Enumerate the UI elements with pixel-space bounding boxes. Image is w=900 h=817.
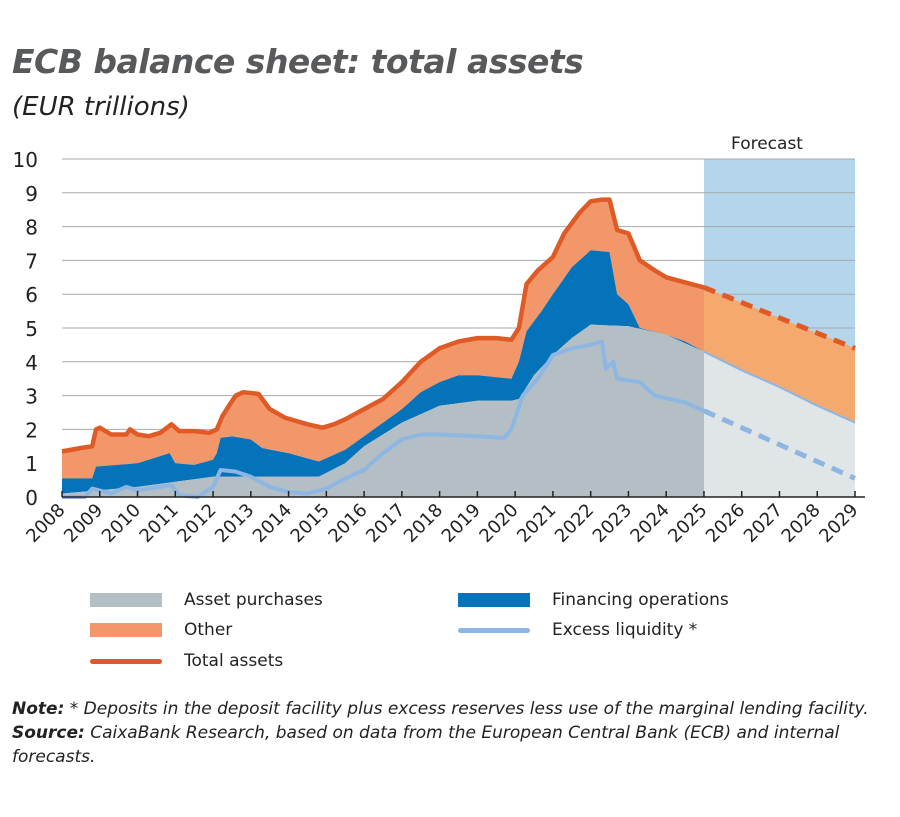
y-tick-label: 0: [25, 486, 38, 510]
x-tick-label: 2028: [778, 500, 825, 547]
area-other: [62, 199, 704, 479]
y-tick-label: 1: [25, 452, 38, 476]
line-excess-liquidity-forecast: [702, 408, 857, 481]
line-excess-liquidity: [62, 339, 705, 499]
x-tick-label: 2029: [815, 500, 862, 547]
x-tick-label: 2013: [211, 500, 258, 547]
x-tick-label: 2016: [324, 500, 371, 547]
y-tick-label: 7: [25, 249, 38, 273]
x-tick-label: 2025: [664, 500, 711, 547]
x-tick-label: 2017: [362, 500, 409, 547]
y-tick-label: 8: [25, 216, 38, 240]
y-tick-label: 5: [25, 317, 38, 341]
legend-total-assets: Total assets: [90, 651, 283, 671]
asset-purchases-forecast-edge: [703, 350, 856, 424]
legend-label: Excess liquidity *: [552, 620, 698, 640]
x-tick-label: 2021: [513, 500, 560, 547]
x-tick-label: 2011: [136, 500, 183, 547]
x-tick-label: 2023: [589, 500, 636, 547]
legend-excess-liquidity: Excess liquidity *: [458, 620, 697, 640]
x-tick-label: 2014: [249, 500, 296, 547]
notes: Note: * Deposits in the deposit facility…: [12, 697, 892, 769]
x-tick-label: 2022: [551, 500, 598, 547]
line-total-assets-forecast: [703, 285, 856, 351]
x-tick-label: 2015: [287, 500, 334, 547]
source-label: Source:: [12, 723, 85, 743]
y-tick-label: 3: [25, 385, 38, 409]
legend-label: Total assets: [184, 651, 284, 671]
area-other-forecast: [704, 287, 855, 423]
chart-title: ECB balance sheet: total assets: [12, 42, 584, 81]
line-total-assets: [61, 197, 705, 454]
source: Source: CaixaBank Research, based on dat…: [12, 721, 892, 769]
area-financing-operations: [62, 250, 704, 494]
y-tick-label: 6: [25, 283, 38, 307]
source-text: CaixaBank Research, based on data from t…: [12, 723, 840, 767]
note-label: Note:: [12, 699, 65, 719]
chart-subtitle: (EUR trillions): [12, 92, 190, 122]
x-tick-label: 2024: [626, 500, 673, 547]
legend-swatch-other: [90, 623, 162, 637]
x-tick-label: 2009: [60, 500, 107, 547]
x-tick-label: 2018: [400, 500, 447, 547]
x-tick-label: 2012: [173, 500, 220, 547]
chart-area: 0123456789102008200920102011201220132014…: [13, 134, 865, 547]
legend-label: Other: [184, 620, 233, 640]
legend-label: Asset purchases: [184, 590, 323, 610]
legend-swatch-excess: [458, 627, 530, 633]
legend-swatch-financing: [458, 593, 530, 607]
y-tick-label: 2: [25, 418, 38, 442]
y-tick-label: 4: [25, 351, 38, 375]
legend-label: Financing operations: [552, 590, 729, 610]
legend-other: Other: [90, 620, 232, 640]
note: Note: * Deposits in the deposit facility…: [12, 697, 892, 721]
x-tick-label: 2020: [475, 500, 522, 547]
note-text: * Deposits in the deposit facility plus …: [64, 699, 869, 719]
legend-swatch-total: [90, 658, 162, 664]
forecast-label: Forecast: [731, 134, 803, 154]
x-tick-label: 2026: [702, 500, 749, 547]
x-tick-label: 2027: [740, 500, 787, 547]
legend-asset-purchases: Asset purchases: [90, 590, 323, 610]
legend-swatch-asset-purchases: [90, 593, 162, 607]
x-tick-label: 2010: [98, 500, 145, 547]
y-tick-label: 9: [25, 182, 38, 206]
x-tick-label: 2019: [438, 500, 485, 547]
y-tick-label: 10: [13, 148, 38, 172]
legend-financing-operations: Financing operations: [458, 590, 729, 610]
